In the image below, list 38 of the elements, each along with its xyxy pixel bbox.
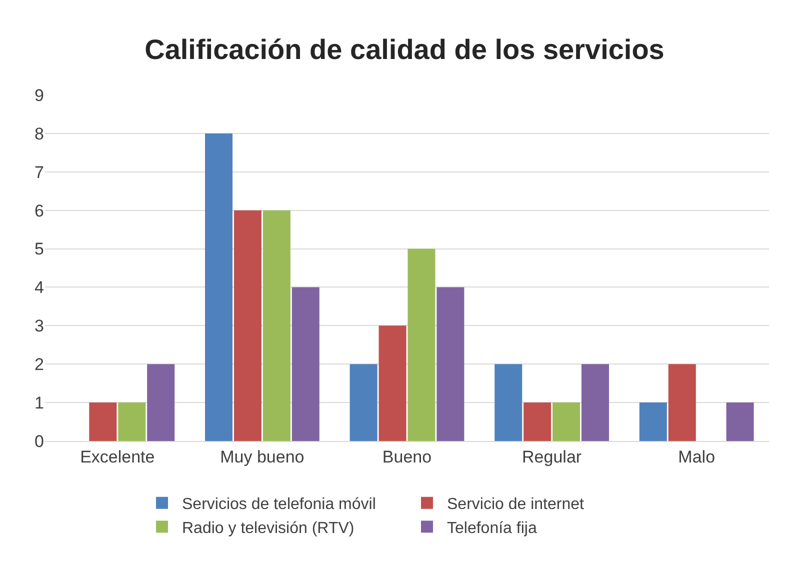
bar <box>118 402 146 441</box>
bar <box>524 402 552 441</box>
bar <box>350 364 378 441</box>
y-tick-label: 6 <box>34 201 44 220</box>
legend-label: Servicio de internet <box>447 496 585 514</box>
y-tick-label: 9 <box>34 86 44 105</box>
bar <box>408 248 436 441</box>
x-tick-label: Malo <box>678 447 716 466</box>
x-tick-label: Bueno <box>382 447 432 466</box>
y-tick-label: 4 <box>34 278 44 298</box>
bar <box>262 210 290 441</box>
chart-title: Calificación de calidad de los servicios <box>144 34 664 65</box>
bar <box>581 364 609 441</box>
y-tick-label: 5 <box>34 240 44 259</box>
bar <box>147 364 175 441</box>
x-tick-label: Muy bueno <box>220 447 304 466</box>
bar <box>89 402 117 441</box>
bar <box>726 402 754 441</box>
y-tick-label: 3 <box>34 316 44 336</box>
bar <box>552 402 580 441</box>
y-tick-label: 1 <box>34 394 44 413</box>
legend-label: Telefonía fija <box>447 520 537 537</box>
bar <box>494 364 522 441</box>
y-tick-label: 0 <box>34 432 44 451</box>
bar <box>292 287 320 441</box>
x-tick-label: Excelente <box>80 447 155 466</box>
bar <box>378 326 406 441</box>
bar <box>234 210 262 441</box>
bar <box>668 364 696 441</box>
bar <box>639 402 667 441</box>
y-tick-label: 8 <box>34 124 44 144</box>
y-tick-label: 7 <box>34 162 44 182</box>
x-tick-label: Regular <box>522 447 582 466</box>
legend-label: Servicios de telefonia móvil <box>182 496 376 514</box>
legend-label: Radio y televisión (RTV) <box>182 520 354 537</box>
y-tick-label: 2 <box>34 355 44 374</box>
bar <box>436 287 464 441</box>
bar <box>205 133 233 441</box>
